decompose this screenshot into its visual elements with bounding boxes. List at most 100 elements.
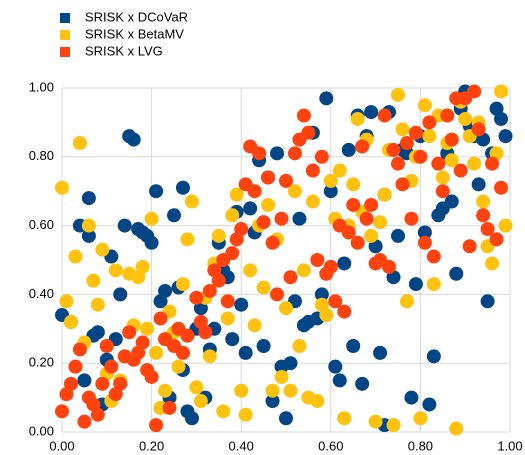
point [314,149,329,164]
point [202,349,217,364]
point [135,259,150,274]
point [252,146,267,161]
point [346,339,361,353]
point [256,280,271,295]
point [81,191,96,206]
legend-label: SRISK x BetaMV [85,26,184,41]
point [395,122,410,137]
point [422,129,437,144]
point [373,345,388,360]
point [408,125,423,140]
y-tick-label: 0.80 [29,148,54,163]
point [63,314,78,329]
point [104,359,119,374]
point [417,235,432,250]
point [59,294,74,309]
point [243,263,258,278]
point [408,277,423,292]
point [292,211,307,226]
legend-swatch [60,13,70,23]
point [229,187,244,202]
point [225,208,240,223]
point [341,142,356,157]
point [498,218,513,233]
point [171,359,186,374]
x-tick-label: 0.00 [49,438,74,453]
point [458,111,473,126]
point [399,136,414,151]
point [328,359,343,374]
y-tick-label: 0.00 [29,423,54,438]
point [337,304,352,319]
point [283,270,298,285]
point [126,132,141,147]
point [377,108,392,123]
point [77,414,92,429]
x-tick-label: 0.80 [408,438,433,453]
point [422,115,437,130]
point [265,235,280,250]
point [265,383,280,398]
point [498,129,513,144]
point [431,156,446,171]
point [144,369,159,384]
point [301,125,316,140]
point [485,256,500,271]
point [108,263,123,278]
x-tick-label: 1.00 [497,438,522,453]
point [90,297,105,312]
point [287,146,302,161]
x-tick-label: 0.40 [229,438,254,453]
point [386,418,401,433]
point [68,249,83,264]
point [113,376,128,391]
x-tick-label: 0.20 [139,438,164,453]
point [386,142,401,157]
legend-swatch [60,47,70,57]
point [256,215,271,230]
point [256,339,271,353]
point [462,239,477,254]
y-tick-label: 1.00 [29,79,54,94]
point [449,421,464,436]
point [247,318,262,333]
point [485,156,500,171]
point [86,273,101,288]
point [292,339,307,353]
point [77,373,92,388]
point [81,228,96,243]
point [202,283,217,298]
point [346,177,361,192]
point [153,311,168,326]
point [95,376,110,391]
point [314,287,329,302]
point [328,294,343,309]
point [140,321,155,336]
point [90,325,105,340]
point [377,187,392,202]
point [471,177,486,192]
point [368,414,383,429]
point [211,273,226,288]
point [391,87,405,102]
point [417,225,432,240]
point [323,184,338,199]
point [341,225,356,240]
point [467,84,482,99]
point [287,184,302,199]
point [113,287,128,302]
point [391,228,405,243]
point [435,184,450,199]
point [193,394,208,409]
point [63,376,78,391]
point [274,211,289,226]
point [158,383,173,398]
point [355,139,370,154]
point [162,400,177,415]
point [261,170,276,185]
point [404,390,419,405]
y-tick-label: 0.40 [29,286,54,301]
point [180,232,195,247]
point [440,108,455,123]
point [323,259,338,274]
